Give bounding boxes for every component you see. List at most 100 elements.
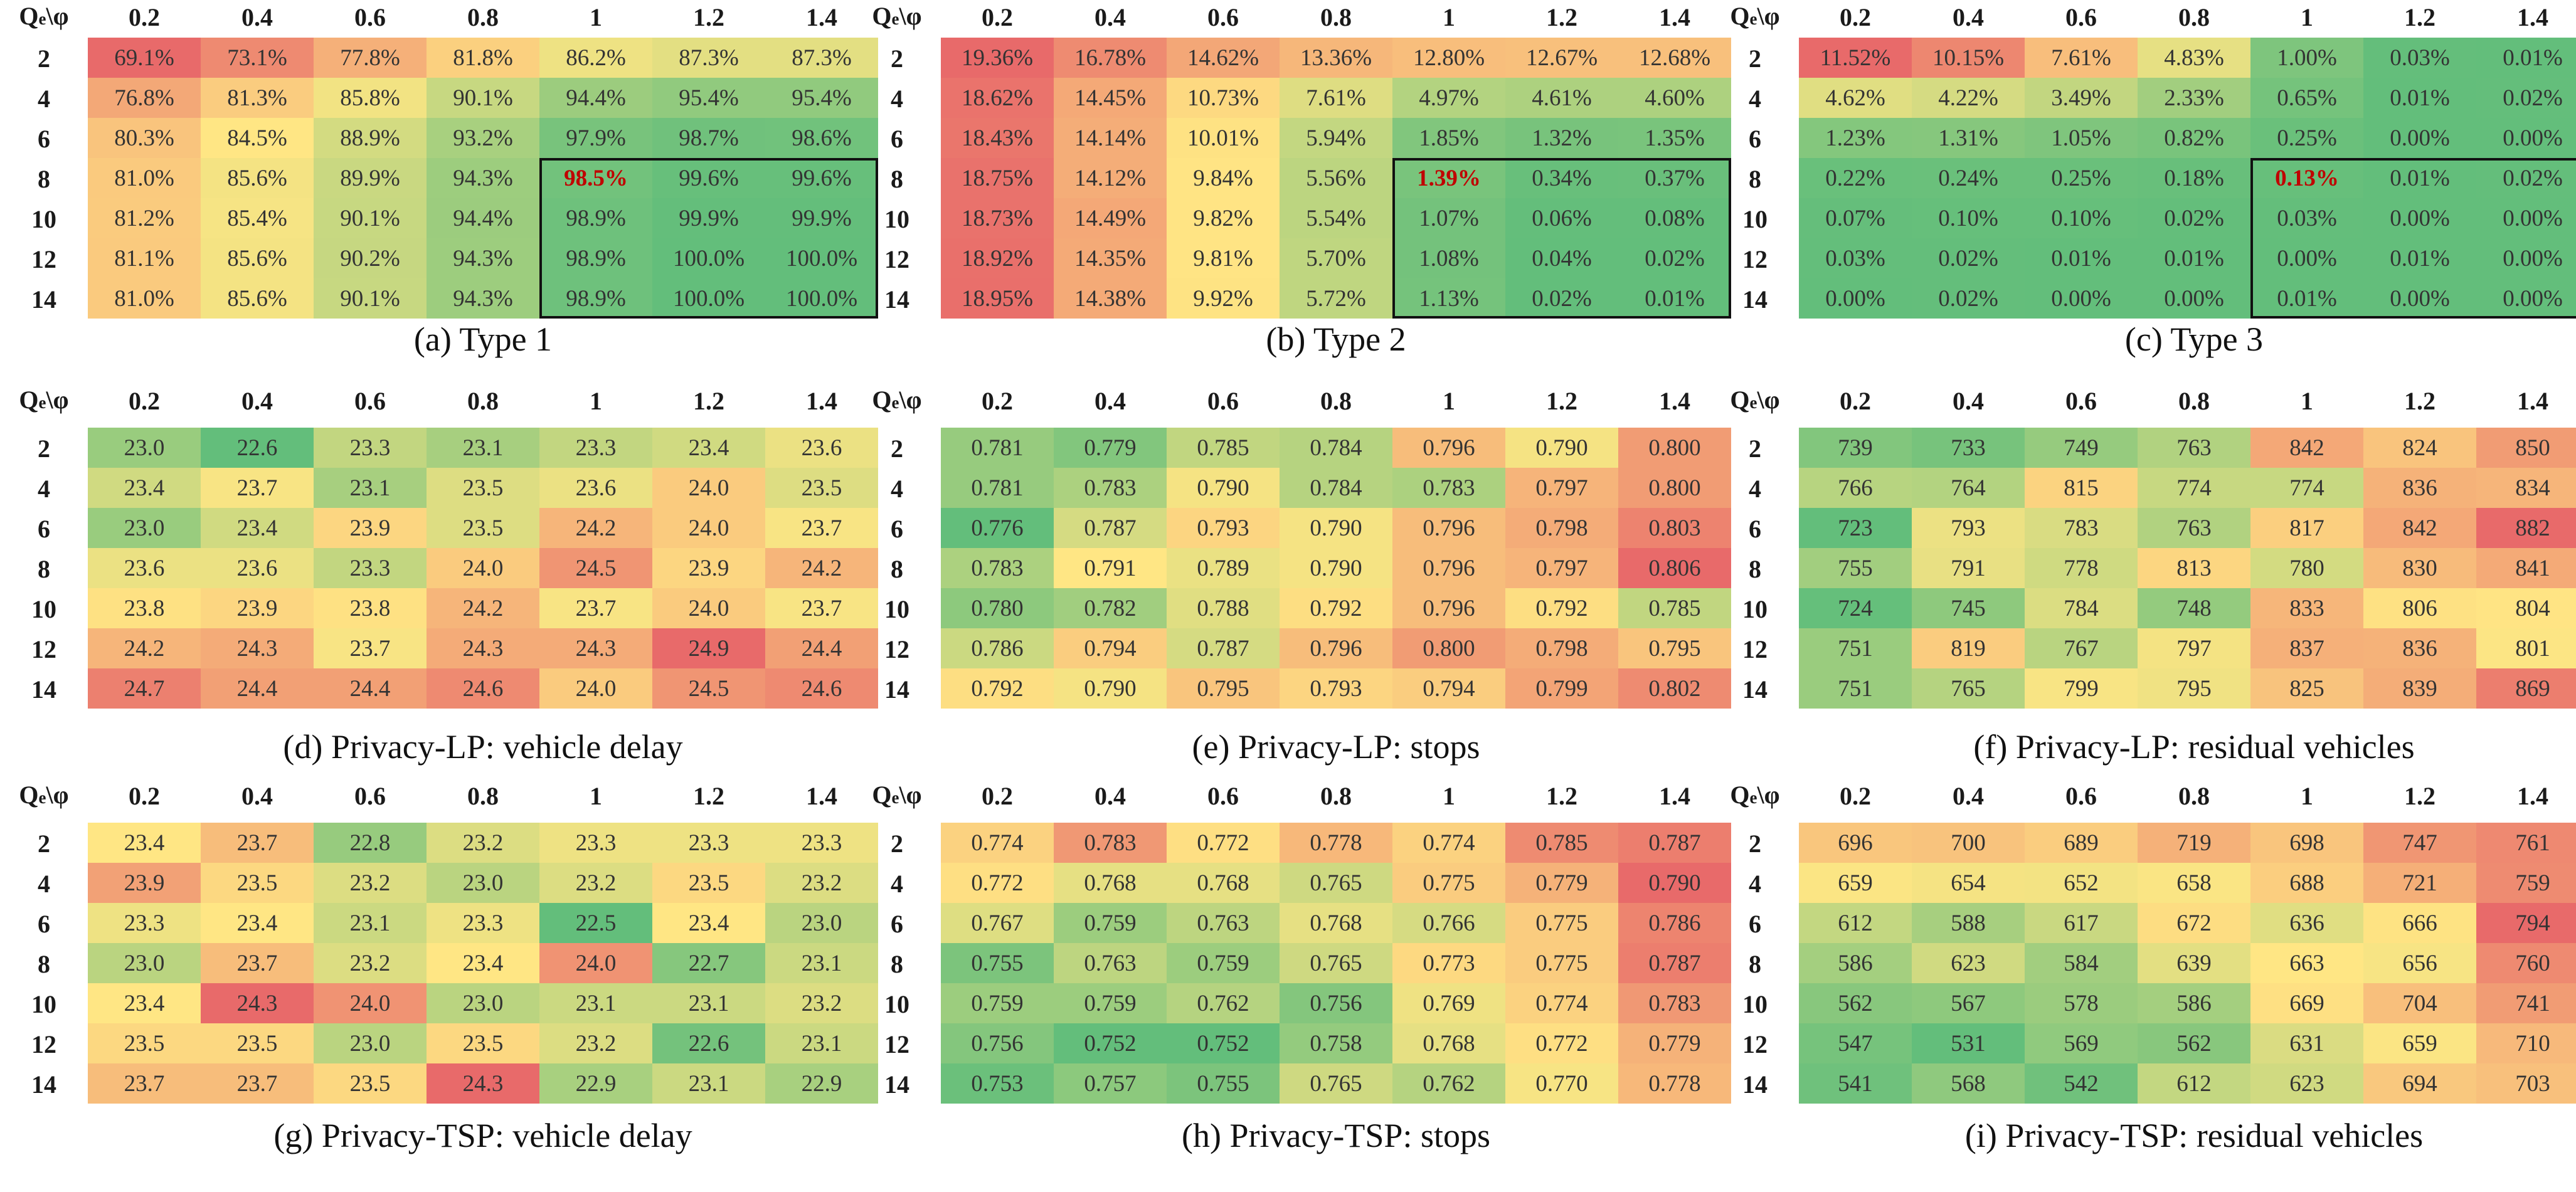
row-header: 6 [1749, 125, 1761, 153]
heatmap-cell: 11.52% [1799, 38, 1912, 78]
heatmap-cell: 0.802 [1618, 668, 1731, 709]
heatmap-cell: 0.772 [941, 863, 1054, 903]
row-header: 10 [1742, 990, 1768, 1018]
heatmap-cell: 745 [1912, 588, 2025, 628]
column-header: 0.2 [1840, 3, 1871, 31]
heatmap-cell: 24.7 [88, 668, 201, 709]
heatmap-cell: 23.7 [539, 588, 652, 628]
heatmap-cell: 0.785 [1167, 428, 1280, 468]
heatmap-cell: 4.83% [2138, 38, 2250, 78]
heatmap-cell: 0.775 [1392, 863, 1505, 903]
column-header: 0.8 [467, 387, 499, 415]
heatmap-cell: 0.774 [1392, 823, 1505, 863]
heatmap-cell: 0.763 [1054, 943, 1167, 983]
heatmap-cell: 14.45% [1054, 78, 1167, 118]
column-header: 1 [590, 782, 602, 810]
heatmap-cell: 0.779 [1505, 863, 1618, 903]
heatmap-cell: 23.2 [765, 863, 878, 903]
heatmap-cell: 23.2 [314, 863, 427, 903]
heatmap-cell: 0.755 [941, 943, 1054, 983]
heatmap-cell: 84.5% [201, 118, 314, 158]
heatmap-cell: 22.7 [652, 943, 765, 983]
heatmap-cell: 0.790 [1280, 548, 1392, 588]
column-header: 0.4 [241, 3, 273, 31]
column-header: 1.2 [1546, 3, 1577, 31]
heatmap-cell: 23.0 [88, 508, 201, 548]
row-header: 10 [31, 205, 56, 233]
heatmap-cell: 0.780 [941, 588, 1054, 628]
heatmap-cell: 100.0% [652, 278, 765, 319]
heatmap-cell: 778 [2025, 548, 2138, 588]
heatmap-cell: 0.768 [1054, 863, 1167, 903]
heatmap-cell: 0.757 [1054, 1063, 1167, 1104]
heatmap-cell: 22.5 [539, 903, 652, 943]
heatmap-cell: 0.798 [1505, 508, 1618, 548]
heatmap-cell: 569 [2025, 1023, 2138, 1063]
heatmap-cell: 0.794 [1054, 628, 1167, 668]
heatmap-cell: 24.6 [427, 668, 539, 709]
heatmap-cell: 567 [1912, 983, 2025, 1023]
heatmap-cell: 0.791 [1054, 548, 1167, 588]
heatmap-cell: 0.787 [1167, 628, 1280, 668]
heatmap-cell: 654 [1912, 863, 2025, 903]
heatmap-cell: 23.1 [314, 903, 427, 943]
heatmap-cell: 806 [2363, 588, 2476, 628]
heatmap-cell: 763 [2138, 428, 2250, 468]
heatmap-cell: 23.9 [314, 508, 427, 548]
heatmap-cell: 658 [2138, 863, 2250, 903]
row-header: 12 [884, 1030, 909, 1058]
heatmap-cell: 100.0% [765, 278, 878, 319]
corner-label-main: Q [872, 781, 892, 809]
heatmap-cell: 0.01% [2250, 278, 2363, 319]
corner-label-sub: e [1749, 9, 1757, 28]
heatmap-cell: 18.75% [941, 158, 1054, 198]
heatmap-cell: 834 [2476, 468, 2576, 508]
heatmap-cell: 5.94% [1280, 118, 1392, 158]
row-header: 14 [1742, 1070, 1768, 1099]
heatmap-cell: 1.31% [1912, 118, 2025, 158]
heatmap-cell: 0.781 [941, 468, 1054, 508]
heatmap-cell: 23.8 [314, 588, 427, 628]
heatmap-cell: 652 [2025, 863, 2138, 903]
column-header: 0.8 [467, 3, 499, 31]
heatmap-cell: 24.0 [539, 668, 652, 709]
heatmap-cell: 562 [2138, 1023, 2250, 1063]
row-header: 12 [31, 635, 56, 663]
row-header: 4 [38, 85, 50, 113]
heatmap-cell: 85.6% [201, 238, 314, 278]
column-header: 0.4 [1953, 3, 1984, 31]
heatmap-cell: 0.783 [1054, 823, 1167, 863]
heatmap-cell: 631 [2250, 1023, 2363, 1063]
heatmap-cell: 1.35% [1618, 118, 1731, 158]
heatmap-cell: 85.6% [201, 278, 314, 319]
heatmap-cell: 836 [2363, 628, 2476, 668]
corner-label-sub: e [891, 393, 899, 412]
heatmap-cell: 23.7 [201, 823, 314, 863]
corner-label-sub: e [891, 9, 899, 28]
column-header: 1.4 [806, 387, 837, 415]
row-header: 14 [1742, 675, 1768, 704]
heatmap-cell: 0.759 [941, 983, 1054, 1023]
heatmap-cell: 23.5 [201, 1023, 314, 1063]
heatmap-cell: 791 [1912, 548, 2025, 588]
heatmap-cell: 0.25% [2025, 158, 2138, 198]
row-header: 14 [31, 1070, 56, 1099]
heatmap-cell: 869 [2476, 668, 2576, 709]
heatmap-cell: 1.13% [1392, 278, 1505, 319]
heatmap-cell: 23.0 [88, 943, 201, 983]
heatmap-cell: 0.782 [1054, 588, 1167, 628]
heatmap-cell: 18.62% [941, 78, 1054, 118]
row-header: 12 [31, 245, 56, 273]
row-header: 2 [891, 435, 903, 463]
heatmap-cell: 0.785 [1505, 823, 1618, 863]
heatmap-cell: 89.9% [314, 158, 427, 198]
heatmap-cell: 24.3 [201, 628, 314, 668]
heatmap-cell: 7.61% [1280, 78, 1392, 118]
heatmap-cell: 24.0 [314, 983, 427, 1023]
heatmap-cell: 741 [2476, 983, 2576, 1023]
column-header: 1.4 [806, 782, 837, 810]
heatmap-cell: 0.788 [1167, 588, 1280, 628]
heatmap-cell: 767 [2025, 628, 2138, 668]
heatmap-cell: 0.798 [1505, 628, 1618, 668]
